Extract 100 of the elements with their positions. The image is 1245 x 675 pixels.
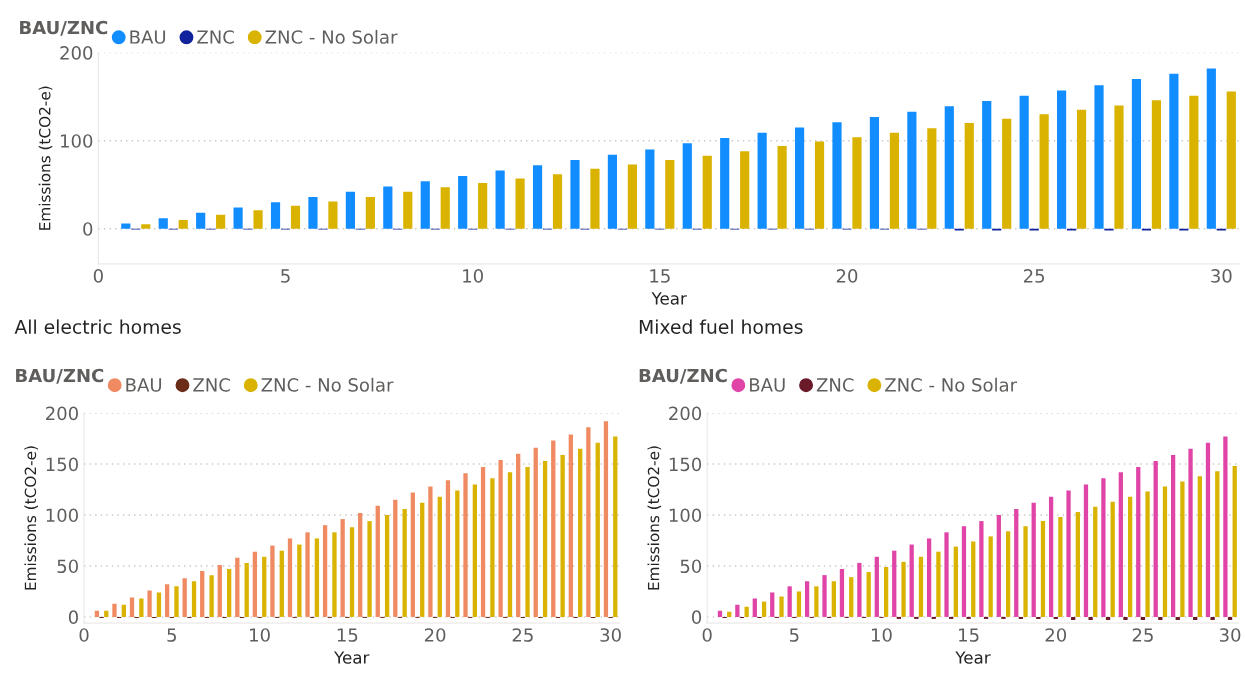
y-tick-label: 200 [669,406,702,421]
bar [1031,502,1036,617]
legend-label: ZNC [816,378,854,392]
bar [358,512,363,617]
bar [1136,467,1141,617]
bar [1162,486,1168,617]
bar [458,175,468,229]
bar [814,586,819,617]
bar [1205,442,1211,617]
bar [1048,496,1054,617]
bar [852,137,862,229]
bar [158,218,168,229]
legend-title: BAU/ZNC [16,368,104,384]
bar [740,151,750,229]
bar [645,149,655,229]
x-tick-label: 5 [789,628,799,642]
bar [744,606,749,617]
bar [498,459,503,617]
bar [1123,616,1128,620]
bar [1019,95,1029,229]
bar [568,434,573,617]
bar [1188,448,1193,617]
bar [907,111,917,229]
bar [717,610,723,617]
x-axis-title: Year [651,292,687,305]
bar [578,448,583,617]
bar [308,197,318,229]
bar [410,492,416,617]
bar [944,532,949,617]
bar [964,123,974,229]
bar [982,101,992,229]
x-tick-label: 10 [250,628,270,642]
bar [403,191,413,229]
x-tick-label: 25 [1132,628,1153,642]
legend-label: ZNC [193,378,230,392]
bar [551,440,556,617]
x-tick-label: 10 [463,269,483,283]
bar [770,592,775,617]
bar [560,454,565,617]
bar [440,187,450,229]
bar [1223,436,1228,617]
bar [104,610,109,617]
bar [420,502,425,617]
bar [796,591,802,617]
bar [849,577,854,617]
bar [235,557,240,617]
x-tick-label: 25 [512,628,533,642]
x-tick-label: 20 [424,628,446,642]
bar [1131,79,1142,229]
bar [252,551,258,617]
bar [1014,508,1019,617]
x-tick-label: 0 [702,628,712,642]
bar [552,174,563,229]
bar [883,566,889,617]
bar [253,210,263,229]
x-tick-label: 30 [600,628,621,642]
legend-label: ZNC - No Solar [261,377,394,392]
bar [777,145,787,229]
bar [480,467,486,617]
bar [1169,73,1179,229]
x-tick-label: 0 [93,269,103,283]
bar [209,575,214,617]
bar [839,569,845,617]
bar [665,160,675,229]
bar [892,550,897,617]
bar [393,499,398,617]
x-axis-title: Year [955,651,991,664]
bar [532,165,543,229]
bar [936,551,941,617]
bar [1094,85,1104,229]
bar [1071,616,1076,620]
bar [595,442,600,617]
bar [314,538,320,617]
bar [1001,616,1006,619]
bar [927,128,937,229]
x-tick-label: 5 [167,628,176,642]
y-tick-label: 0 [692,610,702,625]
bar [345,191,355,229]
bar [297,544,302,617]
bar [375,505,380,617]
bar [516,453,521,617]
y-tick-label: 100 [61,134,93,148]
bar [627,164,637,229]
bar [1197,476,1202,617]
bar [1005,531,1011,617]
y-tick-label: 50 [57,559,78,574]
bar [874,556,879,617]
x-tick-label: 30 [1219,628,1241,642]
bar [752,598,757,617]
x-tick-label: 5 [281,269,290,283]
legend-title: BAU/ZNC [20,20,108,36]
y-tick-label: 50 [680,559,702,574]
bar [857,562,862,617]
bar [217,564,222,617]
bar [196,212,206,229]
bar [909,544,914,617]
bar [1158,616,1163,620]
bar [515,178,525,229]
bar [996,515,1001,617]
bar [542,461,548,617]
